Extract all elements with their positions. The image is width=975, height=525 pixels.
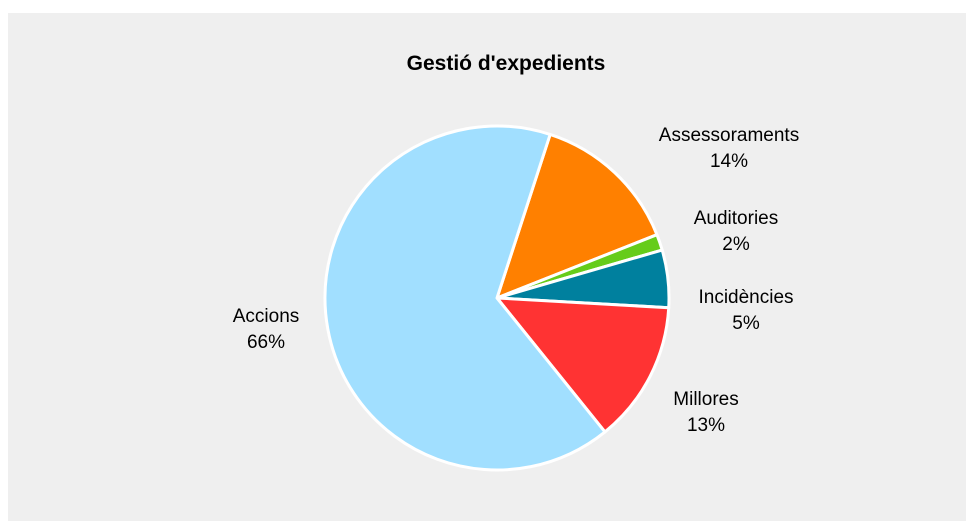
slice-percent-label: 5% (732, 313, 760, 334)
slice-percent-label: 14% (710, 151, 748, 172)
slice-percent-label: 13% (687, 415, 725, 436)
chart-title: Gestió d'expedients (406, 52, 606, 75)
slice-label: Accions (233, 306, 300, 327)
pie-slice-millores (495, 296, 671, 434)
pie-slices (323, 124, 671, 472)
slice-percent-label: 66% (247, 332, 285, 353)
slice-percent-label: 2% (722, 234, 750, 255)
pie-slice-accions (323, 124, 607, 472)
pie-labels: Assessoraments 14% Auditories 2% Incidències… (233, 125, 799, 436)
slice-label: Millores (673, 389, 738, 410)
slice-label: Auditories (694, 208, 779, 229)
slice-label: Assessoraments (659, 125, 799, 146)
slice-label: Incidències (698, 287, 793, 308)
